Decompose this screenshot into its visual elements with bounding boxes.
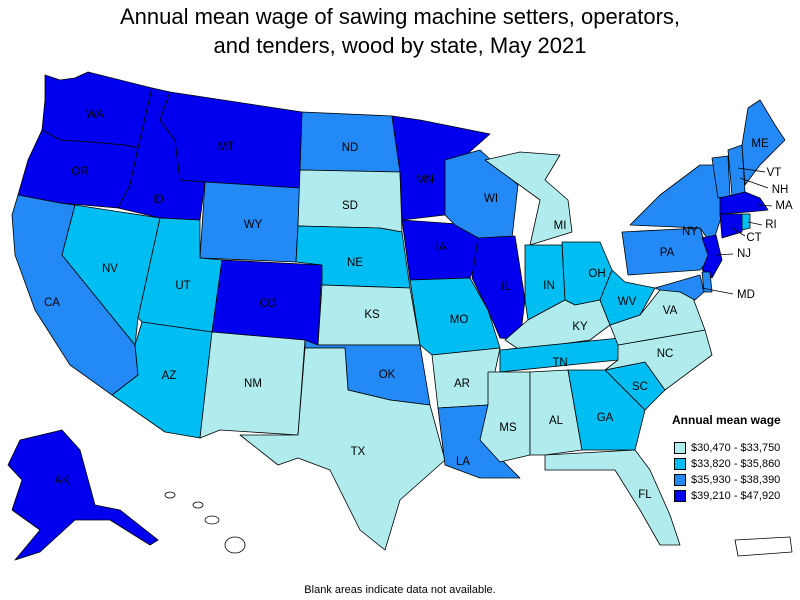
- state-al[interactable]: [529, 369, 583, 456]
- label-ar: AR: [454, 378, 470, 390]
- state-pr[interactable]: [734, 536, 793, 557]
- legend-label: $33,820 - $35,860: [691, 458, 781, 470]
- leader-nj: [715, 253, 734, 256]
- legend: $30,470 - $33,750 $33,820 - $35,860 $35,…: [674, 440, 780, 504]
- label-nj: NJ: [737, 248, 751, 260]
- legend-swatch: [674, 474, 686, 486]
- label-sc: SC: [632, 381, 648, 393]
- label-nm: NM: [244, 378, 262, 390]
- state-md[interactable]: [654, 274, 705, 301]
- state-ri[interactable]: [741, 213, 751, 231]
- leader-vt: [737, 167, 766, 173]
- map-title: Annual mean wage of sawing machine sette…: [0, 2, 800, 60]
- legend-swatch: [674, 458, 686, 470]
- label-wi: WI: [484, 193, 498, 205]
- label-az: AZ: [162, 370, 177, 382]
- leader-md: [701, 287, 734, 295]
- state-fl[interactable]: [544, 449, 681, 546]
- state-nc[interactable]: [604, 329, 713, 391]
- label-mo: MO: [450, 314, 469, 326]
- label-vt: VT: [767, 167, 782, 179]
- state-tx[interactable]: [239, 347, 446, 551]
- label-nh: NH: [772, 184, 789, 196]
- label-al: AL: [549, 415, 564, 427]
- label-nv: NV: [102, 263, 118, 275]
- label-sd: SD: [342, 200, 358, 212]
- state-de[interactable]: [701, 271, 713, 293]
- label-mt: MT: [218, 141, 235, 153]
- label-il: IL: [501, 281, 511, 293]
- label-oh: OH: [588, 268, 605, 280]
- label-co: CO: [259, 298, 276, 310]
- title-line-1: Annual mean wage of sawing machine sette…: [119, 4, 681, 29]
- label-ga: GA: [597, 412, 614, 424]
- label-wa: WA: [86, 109, 104, 121]
- label-ks: KS: [364, 309, 380, 321]
- footnote: Blank areas indicate data not available.: [304, 584, 496, 596]
- label-ky: KY: [572, 321, 588, 333]
- label-ny: NY: [682, 226, 698, 238]
- label-ri: RI: [765, 219, 777, 231]
- state-me[interactable]: [741, 99, 786, 186]
- label-wv: WV: [618, 296, 637, 308]
- label-in: IN: [543, 280, 555, 292]
- label-pa: PA: [660, 247, 675, 259]
- label-ms: MS: [499, 422, 517, 434]
- label-ut: UT: [175, 280, 190, 292]
- label-ca: CA: [44, 297, 60, 309]
- leader-ri: [747, 221, 763, 226]
- label-md: MD: [737, 289, 755, 301]
- label-or: OR: [71, 166, 88, 178]
- leader-ma: [757, 204, 773, 207]
- label-me: ME: [751, 138, 769, 150]
- label-nc: NC: [657, 348, 674, 360]
- label-mi: MI: [554, 220, 567, 232]
- legend-swatch: [674, 442, 686, 454]
- label-nd: ND: [342, 142, 359, 154]
- label-la: LA: [456, 456, 470, 468]
- state-mt[interactable]: [159, 91, 303, 189]
- legend-label: $35,930 - $38,390: [691, 474, 781, 486]
- state-nm[interactable]: [199, 331, 306, 439]
- legend-label: $39,210 - $47,920: [691, 490, 781, 502]
- label-mn: MN: [416, 174, 434, 186]
- label-ne: NE: [347, 257, 363, 269]
- state-ct[interactable]: [719, 213, 743, 239]
- legend-item: $33,820 - $35,860: [674, 456, 780, 472]
- title-line-2: and tenders, wood by state, May 2021: [213, 33, 587, 58]
- label-fl: FL: [638, 489, 652, 501]
- label-ok: OK: [379, 369, 396, 381]
- label-va: VA: [663, 305, 678, 317]
- legend-title: Annual mean wage: [672, 413, 781, 427]
- state-ak[interactable]: [7, 429, 159, 561]
- label-tn: TN: [552, 357, 567, 369]
- label-id: ID: [152, 194, 164, 206]
- leader-ct: [731, 227, 746, 237]
- state-mi[interactable]: [484, 151, 573, 246]
- leader-nh: [739, 177, 769, 189]
- state-hi[interactable]: [164, 491, 246, 554]
- label-ak: AK: [54, 475, 70, 487]
- label-tx: TX: [351, 446, 366, 458]
- legend-item: $30,470 - $33,750: [674, 440, 780, 456]
- label-ia: IA: [436, 242, 447, 254]
- legend-label: $30,470 - $33,750: [691, 442, 781, 454]
- legend-item: $35,930 - $38,390: [674, 472, 780, 488]
- state-ga[interactable]: [567, 369, 646, 451]
- state-nj[interactable]: [701, 234, 723, 279]
- label-ma: MA: [775, 200, 793, 212]
- legend-item: $39,210 - $47,920: [674, 488, 780, 504]
- legend-swatch: [674, 490, 686, 502]
- label-wy: WY: [244, 219, 263, 231]
- label-ct: CT: [746, 232, 761, 244]
